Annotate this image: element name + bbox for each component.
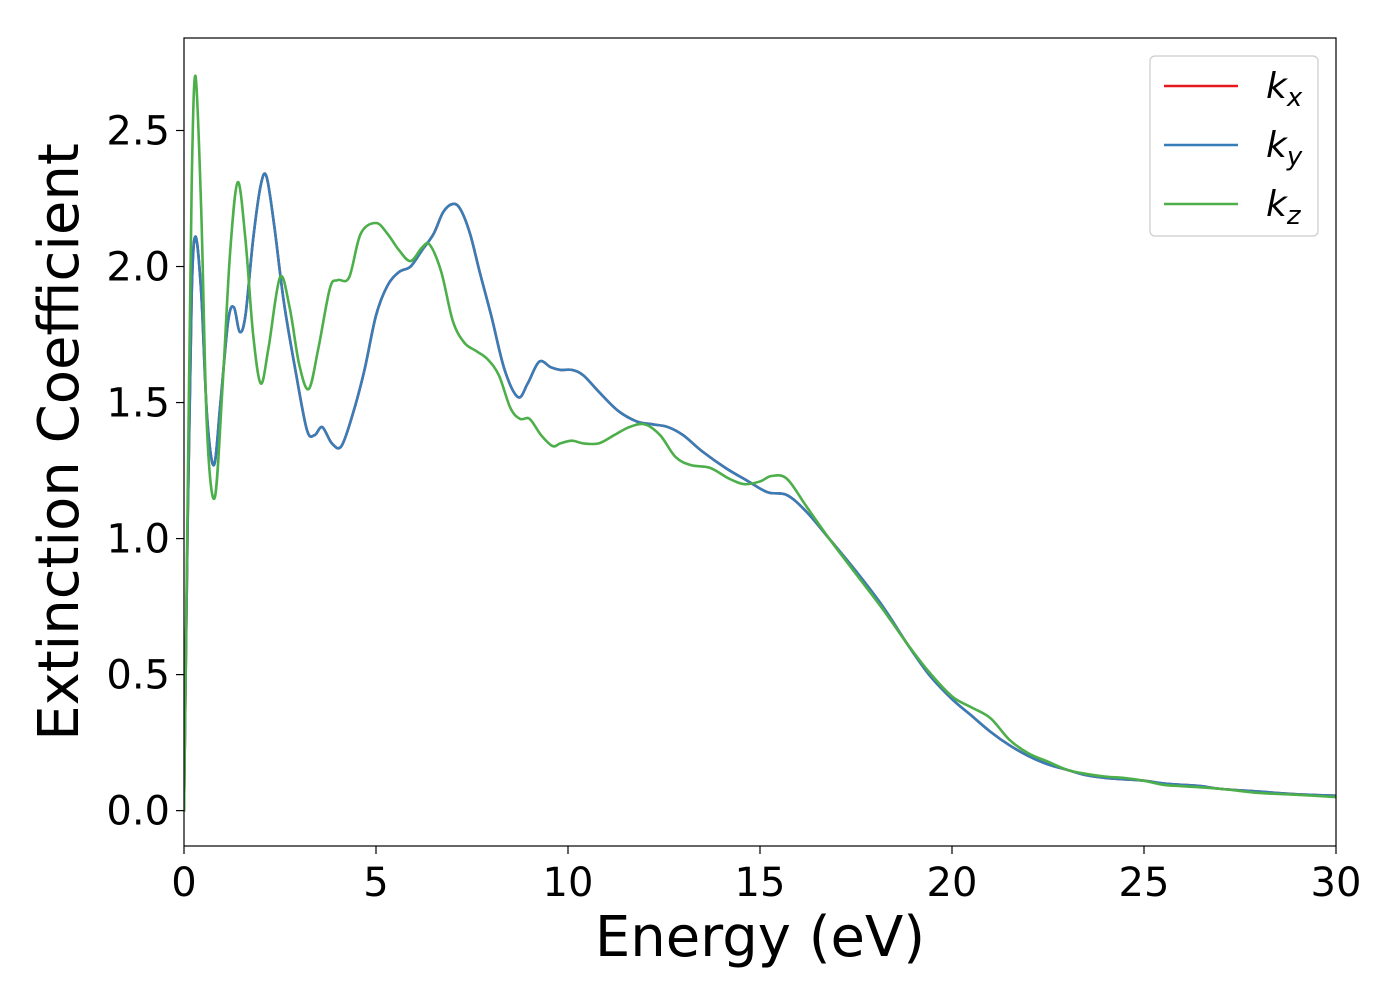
y-tick-label: 0.5 bbox=[106, 653, 170, 699]
legend-label: kz bbox=[1266, 184, 1302, 231]
y-tick-label: 0.0 bbox=[106, 789, 170, 835]
series-lines bbox=[184, 74, 1336, 812]
x-tick-label: 25 bbox=[1119, 860, 1170, 906]
x-tick-label: 30 bbox=[1311, 860, 1362, 906]
y-tick-label: 1.5 bbox=[106, 381, 170, 427]
legend: kx ky kz bbox=[1149, 55, 1319, 237]
y-axis: 0.0 0.5 1.0 1.5 2.0 2.5 bbox=[106, 108, 184, 835]
series-line-x bbox=[184, 172, 1336, 812]
x-tick-label: 15 bbox=[735, 860, 786, 906]
x-tick-label: 20 bbox=[927, 860, 978, 906]
y-tick-label: 2.0 bbox=[106, 245, 170, 291]
x-tick-label: 5 bbox=[363, 860, 388, 906]
legend-label: kx bbox=[1266, 66, 1303, 113]
legend-item-z: kz bbox=[1164, 184, 1302, 231]
y-axis-title: Extinction Coefficient bbox=[27, 143, 92, 741]
series-line-z bbox=[184, 74, 1336, 812]
y-tick-label: 1.0 bbox=[106, 517, 170, 563]
legend-item-y: ky bbox=[1164, 125, 1303, 172]
x-axis-title: Energy (eV) bbox=[595, 905, 925, 970]
x-axis: 0 5 10 15 20 25 30 bbox=[171, 846, 1361, 906]
series-line-y bbox=[184, 172, 1336, 812]
y-tick-label: 2.5 bbox=[106, 108, 170, 154]
x-tick-label: 0 bbox=[171, 860, 196, 906]
legend-label: ky bbox=[1266, 125, 1303, 172]
legend-item-x: kx bbox=[1164, 66, 1303, 113]
x-tick-label: 10 bbox=[543, 860, 594, 906]
